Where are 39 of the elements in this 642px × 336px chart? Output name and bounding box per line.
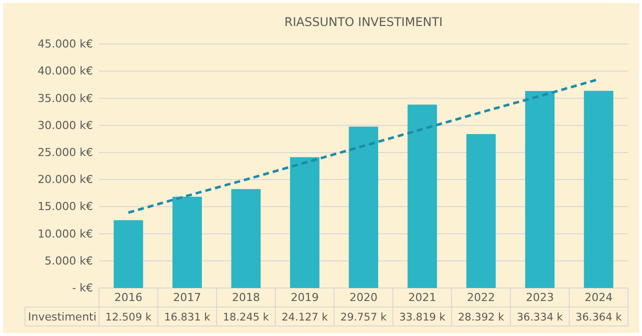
x-tick-label: 2020 — [350, 290, 378, 304]
data-label: 12.509 k — [105, 312, 152, 324]
text: Investimenti — [28, 310, 96, 324]
y-tick-label: - k€ — [72, 282, 93, 295]
data-label: 36.334 k — [516, 312, 564, 324]
x-tick-label: 2021 — [408, 290, 436, 304]
bar — [525, 90, 555, 288]
y-tick-label: 25.000 k€ — [38, 146, 93, 159]
y-tick-label: 40.000 k€ — [38, 64, 93, 78]
x-tick-label: 2018 — [232, 290, 260, 304]
y-tick-label: 10.000 k€ — [38, 227, 93, 240]
data-label: 16.831 k — [164, 312, 212, 324]
x-tick-label: 2022 — [467, 290, 496, 304]
data-label: 36.364 k — [576, 312, 623, 324]
bar — [348, 126, 378, 288]
x-tick-label: 2023 — [526, 290, 554, 304]
data-label: 24.127 k — [282, 312, 329, 324]
x-tick-label: 2024 — [584, 290, 613, 304]
y-tick-label: 15.000 k€ — [38, 200, 93, 214]
y-tick-label: 35.000 k€ — [38, 92, 93, 105]
x-tick-label: 2016 — [114, 290, 142, 304]
bar — [290, 157, 320, 288]
bar — [408, 104, 437, 288]
data-label: 18.245 k — [222, 312, 270, 324]
bar — [231, 189, 261, 288]
bar — [584, 90, 614, 288]
data-label: 28.392 k — [458, 312, 506, 324]
x-tick-label: 2017 — [173, 290, 202, 304]
x-tick-label: 2019 — [290, 290, 319, 304]
data-label: 29.757 k — [340, 312, 388, 324]
chart-title: RIASSUNTO INVESTIMENTI — [284, 15, 443, 29]
y-tick-label: 20.000 k€ — [38, 173, 93, 186]
bar — [172, 196, 202, 288]
bar — [114, 220, 144, 288]
y-tick-label: 5.000 k€ — [44, 254, 93, 268]
y-tick-label: 30.000 k€ — [38, 118, 93, 132]
bar — [466, 134, 496, 288]
data-label: 33.819 k — [399, 312, 446, 324]
y-tick-label: 45.000 k€ — [38, 38, 93, 51]
